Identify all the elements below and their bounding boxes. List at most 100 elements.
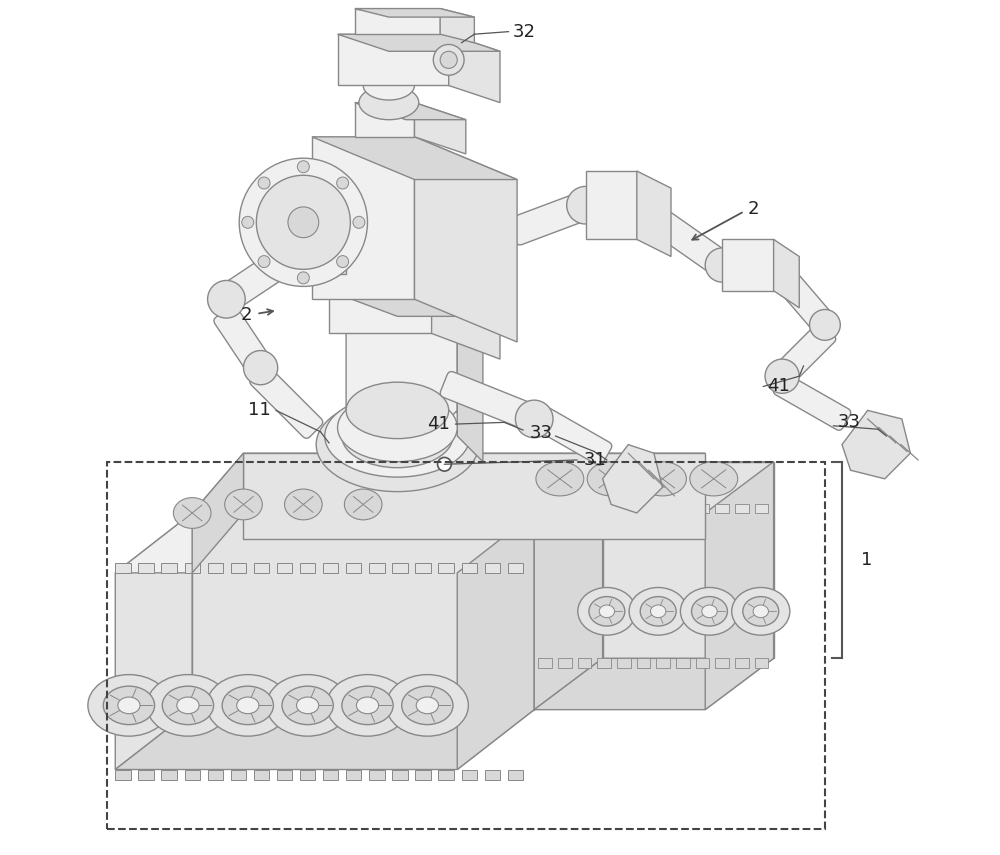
- Ellipse shape: [118, 697, 140, 714]
- Polygon shape: [617, 504, 631, 513]
- Circle shape: [288, 207, 319, 238]
- Ellipse shape: [103, 686, 155, 725]
- Ellipse shape: [282, 686, 333, 725]
- Ellipse shape: [416, 697, 438, 714]
- Polygon shape: [438, 770, 454, 780]
- Polygon shape: [597, 504, 611, 513]
- Polygon shape: [676, 504, 690, 513]
- Circle shape: [515, 400, 553, 438]
- Polygon shape: [842, 410, 910, 479]
- Polygon shape: [208, 563, 223, 573]
- FancyBboxPatch shape: [250, 365, 323, 439]
- Polygon shape: [508, 770, 523, 780]
- Polygon shape: [705, 462, 774, 710]
- Polygon shape: [432, 291, 500, 359]
- Polygon shape: [696, 658, 709, 668]
- Polygon shape: [617, 658, 631, 668]
- Circle shape: [258, 177, 270, 189]
- Ellipse shape: [173, 498, 211, 528]
- Circle shape: [239, 158, 367, 286]
- FancyBboxPatch shape: [214, 306, 273, 378]
- Polygon shape: [161, 563, 177, 573]
- FancyBboxPatch shape: [216, 235, 314, 312]
- Ellipse shape: [297, 697, 319, 714]
- Polygon shape: [774, 239, 799, 308]
- Ellipse shape: [325, 395, 470, 477]
- FancyBboxPatch shape: [534, 407, 612, 465]
- Circle shape: [243, 351, 278, 385]
- Polygon shape: [192, 513, 534, 710]
- Ellipse shape: [237, 697, 259, 714]
- Ellipse shape: [162, 686, 214, 725]
- Ellipse shape: [650, 605, 666, 617]
- Text: 33: 33: [530, 423, 553, 442]
- Polygon shape: [415, 770, 431, 780]
- Text: 41: 41: [427, 415, 450, 433]
- Circle shape: [297, 161, 309, 173]
- Ellipse shape: [359, 86, 419, 120]
- Polygon shape: [355, 103, 466, 120]
- Polygon shape: [231, 770, 246, 780]
- Polygon shape: [115, 710, 534, 770]
- Ellipse shape: [692, 597, 727, 626]
- Polygon shape: [372, 231, 457, 256]
- Polygon shape: [355, 9, 474, 17]
- Ellipse shape: [587, 462, 635, 496]
- Ellipse shape: [356, 697, 379, 714]
- Polygon shape: [414, 137, 517, 342]
- Polygon shape: [208, 770, 223, 780]
- Ellipse shape: [640, 597, 676, 626]
- Text: 32: 32: [513, 22, 536, 41]
- Polygon shape: [115, 563, 131, 573]
- Ellipse shape: [207, 675, 289, 736]
- Polygon shape: [597, 658, 611, 668]
- Ellipse shape: [222, 686, 273, 725]
- Circle shape: [438, 457, 451, 471]
- Ellipse shape: [147, 675, 229, 736]
- Polygon shape: [231, 563, 246, 573]
- Polygon shape: [355, 103, 414, 137]
- Circle shape: [258, 256, 270, 268]
- Polygon shape: [457, 239, 483, 462]
- Ellipse shape: [732, 587, 790, 635]
- Ellipse shape: [225, 489, 262, 520]
- Polygon shape: [346, 770, 361, 780]
- Polygon shape: [438, 563, 454, 573]
- Ellipse shape: [702, 605, 717, 617]
- Polygon shape: [329, 291, 500, 316]
- FancyBboxPatch shape: [440, 372, 543, 432]
- Polygon shape: [696, 504, 709, 513]
- Polygon shape: [637, 504, 650, 513]
- Circle shape: [567, 186, 604, 224]
- Polygon shape: [115, 770, 131, 780]
- Polygon shape: [637, 658, 650, 668]
- Polygon shape: [603, 445, 662, 513]
- Ellipse shape: [342, 404, 453, 468]
- FancyBboxPatch shape: [771, 322, 836, 387]
- Ellipse shape: [599, 605, 615, 617]
- Polygon shape: [755, 658, 768, 668]
- Polygon shape: [243, 453, 705, 539]
- Circle shape: [337, 177, 349, 189]
- Polygon shape: [715, 658, 729, 668]
- Ellipse shape: [88, 675, 170, 736]
- Polygon shape: [161, 770, 177, 780]
- Polygon shape: [392, 563, 408, 573]
- Ellipse shape: [690, 462, 738, 496]
- Text: 33: 33: [838, 413, 861, 432]
- Polygon shape: [558, 504, 572, 513]
- Circle shape: [337, 256, 349, 268]
- Ellipse shape: [177, 697, 199, 714]
- Ellipse shape: [680, 587, 739, 635]
- Circle shape: [242, 216, 254, 228]
- Ellipse shape: [639, 462, 686, 496]
- Polygon shape: [303, 231, 346, 274]
- Polygon shape: [323, 563, 338, 573]
- Circle shape: [256, 175, 350, 269]
- Polygon shape: [346, 256, 457, 436]
- Circle shape: [208, 280, 245, 318]
- Circle shape: [433, 44, 464, 75]
- Polygon shape: [457, 513, 534, 770]
- Polygon shape: [538, 658, 552, 668]
- Bar: [107, 462, 825, 829]
